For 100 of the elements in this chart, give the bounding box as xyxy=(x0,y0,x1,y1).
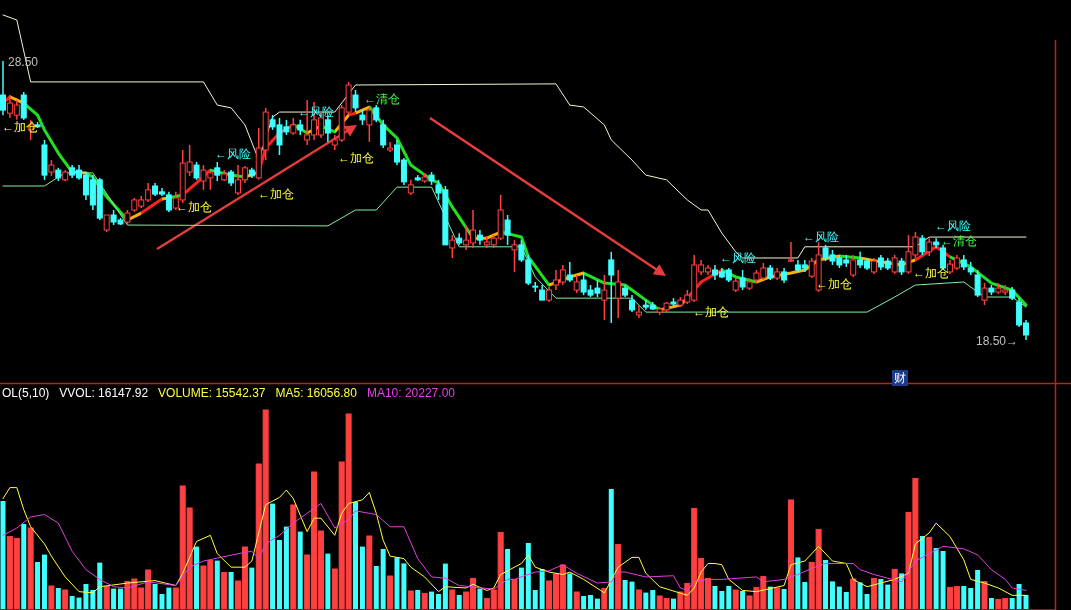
annotation: ←加仓 xyxy=(913,266,949,280)
bar xyxy=(635,589,642,610)
bar xyxy=(477,588,483,610)
bar xyxy=(366,535,373,610)
text: VVOL: 16147.92 xyxy=(59,386,149,400)
bar xyxy=(774,587,781,610)
bar xyxy=(795,557,801,610)
candlestick xyxy=(504,214,511,246)
candlestick xyxy=(850,254,857,278)
bar xyxy=(456,595,462,610)
bar xyxy=(380,549,386,610)
bar xyxy=(615,544,622,610)
candlestick xyxy=(20,91,27,121)
candlestick xyxy=(573,274,580,294)
bar xyxy=(968,588,974,610)
candlestick xyxy=(214,161,221,182)
bar xyxy=(111,588,117,610)
bar xyxy=(857,582,863,610)
bar xyxy=(249,567,255,610)
annotation: ←加仓 xyxy=(176,200,212,214)
annotation: ←加仓 xyxy=(338,151,374,165)
bar xyxy=(581,596,587,610)
bar xyxy=(891,568,898,610)
bar xyxy=(55,588,61,610)
bar xyxy=(926,536,933,610)
bar xyxy=(539,569,545,610)
candlestick xyxy=(981,282,988,306)
bar xyxy=(394,557,400,610)
bar xyxy=(850,578,857,610)
bar xyxy=(21,524,27,610)
candlestick xyxy=(532,281,539,293)
bar xyxy=(823,560,829,610)
annotation: ←清仓 xyxy=(941,234,977,248)
candlestick xyxy=(919,234,926,256)
bar xyxy=(48,585,55,610)
bar xyxy=(525,543,531,610)
bar xyxy=(629,581,635,610)
bar xyxy=(435,594,441,610)
bar xyxy=(511,578,518,610)
bar xyxy=(975,570,981,610)
bar xyxy=(0,501,6,610)
bar xyxy=(643,592,649,610)
bar xyxy=(518,567,524,610)
bar xyxy=(505,549,511,610)
bar xyxy=(325,553,331,610)
text: 财 xyxy=(894,371,906,385)
annotation: 18.50→ xyxy=(976,334,1019,348)
candlestick xyxy=(511,239,518,273)
bar xyxy=(41,554,47,610)
bar xyxy=(726,586,732,610)
bar xyxy=(740,591,746,610)
candlestick xyxy=(974,269,981,298)
bar xyxy=(297,531,303,610)
bar xyxy=(588,595,594,610)
annotation: ←清仓 xyxy=(364,92,400,106)
bar xyxy=(919,536,925,610)
candlestick xyxy=(615,269,622,319)
bar xyxy=(401,563,407,610)
bar xyxy=(449,589,456,610)
annotation: ←风险 xyxy=(215,147,251,161)
candlestick xyxy=(891,254,898,275)
bar xyxy=(415,590,421,610)
candlestick xyxy=(0,60,6,116)
candlestick xyxy=(352,89,359,113)
bar xyxy=(359,546,365,610)
bar xyxy=(194,546,200,610)
bar xyxy=(283,526,289,610)
bar xyxy=(622,580,628,610)
annotation: ←加仓 xyxy=(258,187,294,201)
bar xyxy=(407,590,414,610)
bar xyxy=(103,586,110,610)
text: OL(5,10) xyxy=(2,386,50,400)
bar xyxy=(276,540,282,610)
bar xyxy=(981,580,988,610)
bar xyxy=(878,579,884,610)
text: VOLUME: 15542.37 xyxy=(158,386,266,400)
bar xyxy=(421,592,428,610)
bar xyxy=(988,598,994,610)
bar xyxy=(166,587,172,610)
bar xyxy=(864,594,870,610)
candlestick xyxy=(566,261,573,283)
bar xyxy=(118,588,124,610)
bar xyxy=(567,573,573,610)
bar xyxy=(712,586,718,610)
bar xyxy=(62,589,69,610)
bar xyxy=(69,596,75,610)
bar xyxy=(719,591,725,610)
bar xyxy=(899,573,905,610)
bar xyxy=(532,590,538,610)
bar xyxy=(781,589,787,610)
bar xyxy=(573,591,580,610)
bar xyxy=(35,562,41,610)
bar xyxy=(429,591,435,610)
bar xyxy=(870,577,877,610)
bar xyxy=(290,504,297,610)
bar xyxy=(829,581,835,610)
candlestick xyxy=(601,274,608,321)
bar xyxy=(27,527,34,610)
candlestick xyxy=(787,241,794,263)
candlestick xyxy=(739,269,746,291)
